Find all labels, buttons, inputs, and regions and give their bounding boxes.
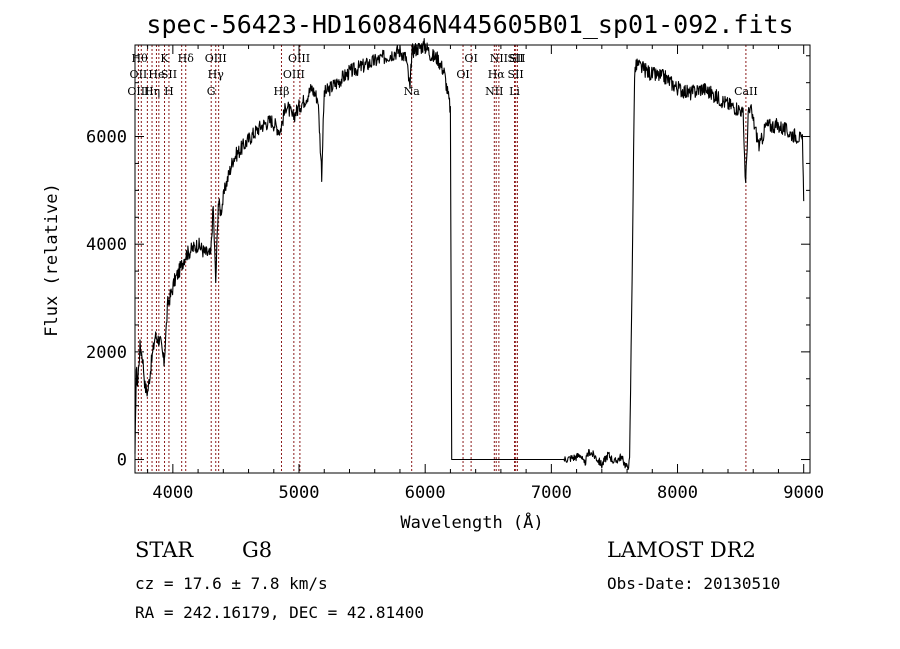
- x-axis-ticks: 4000 5000 6000 7000 8000 9000: [147, 45, 824, 503]
- line-marker-label: H: [164, 85, 174, 98]
- x-tick-label: 6000: [405, 483, 446, 503]
- obs-date: Obs-Date: 20130510: [607, 574, 781, 593]
- y-tick-label: 2000: [86, 343, 127, 363]
- line-marker-label: OIII: [127, 85, 149, 98]
- y-axis-ticks: 0 2000 4000 6000: [86, 55, 810, 471]
- x-tick-label: 7000: [531, 483, 572, 503]
- line-marker-label: CaII: [734, 85, 758, 98]
- line-marker-label: Hη: [144, 85, 160, 98]
- line-marker-label: OIII: [205, 52, 227, 65]
- line-marker-label: SII: [508, 52, 524, 65]
- plot-frame: [134, 44, 811, 474]
- line-marker-label: NII: [485, 85, 503, 98]
- line-marker-label: Hδ: [178, 52, 195, 65]
- y-tick-label: 0: [117, 451, 127, 471]
- object-class: STAR: [135, 538, 194, 562]
- line-marker-label: OIII: [283, 68, 305, 81]
- spectrum-line: [134, 38, 805, 470]
- y-axis-label: Flux (relative): [42, 183, 62, 337]
- line-marker-label: Na: [404, 85, 421, 98]
- redshift-cz: cz = 17.6 ± 7.8 km/s: [135, 574, 328, 593]
- line-marker-label: NII: [490, 52, 508, 65]
- line-marker-label: SII: [509, 52, 525, 65]
- line-marker-label: SII: [161, 68, 177, 81]
- x-tick-label: 9000: [783, 483, 824, 503]
- line-marker-label: SII: [508, 68, 524, 81]
- chart-title: spec-56423-HD160846N445605B01_sp01-092.f…: [146, 10, 793, 39]
- line-marker-label: Hθ: [132, 52, 149, 65]
- line-marker-label: OII: [130, 68, 148, 81]
- line-markers: [137, 45, 747, 473]
- line-marker-label: Hβ: [274, 85, 290, 98]
- line-marker-label: He: [148, 68, 164, 81]
- x-tick-label: 4000: [152, 483, 193, 503]
- line-marker-label: OIII: [288, 52, 310, 65]
- line-marker-label: OI: [456, 68, 469, 81]
- x-tick-label: 8000: [657, 483, 698, 503]
- line-marker-label: Hγ: [208, 68, 225, 81]
- line-marker-label: Hα: [488, 68, 506, 81]
- y-tick-label: 4000: [86, 235, 127, 255]
- line-marker-label: Li: [509, 85, 520, 98]
- line-marker-label: K: [160, 52, 169, 65]
- x-tick-label: 5000: [279, 483, 320, 503]
- y-tick-label: 6000: [86, 128, 127, 148]
- object-subclass: G8: [242, 538, 273, 562]
- line-marker-label: OI: [464, 52, 477, 65]
- x-axis-label: Wavelength (Å): [400, 511, 543, 533]
- line-marker-label: G: [207, 85, 216, 98]
- survey-name: LAMOST DR2: [607, 538, 756, 562]
- ra-dec: RA = 242.16179, DEC = 42.81400: [135, 603, 424, 622]
